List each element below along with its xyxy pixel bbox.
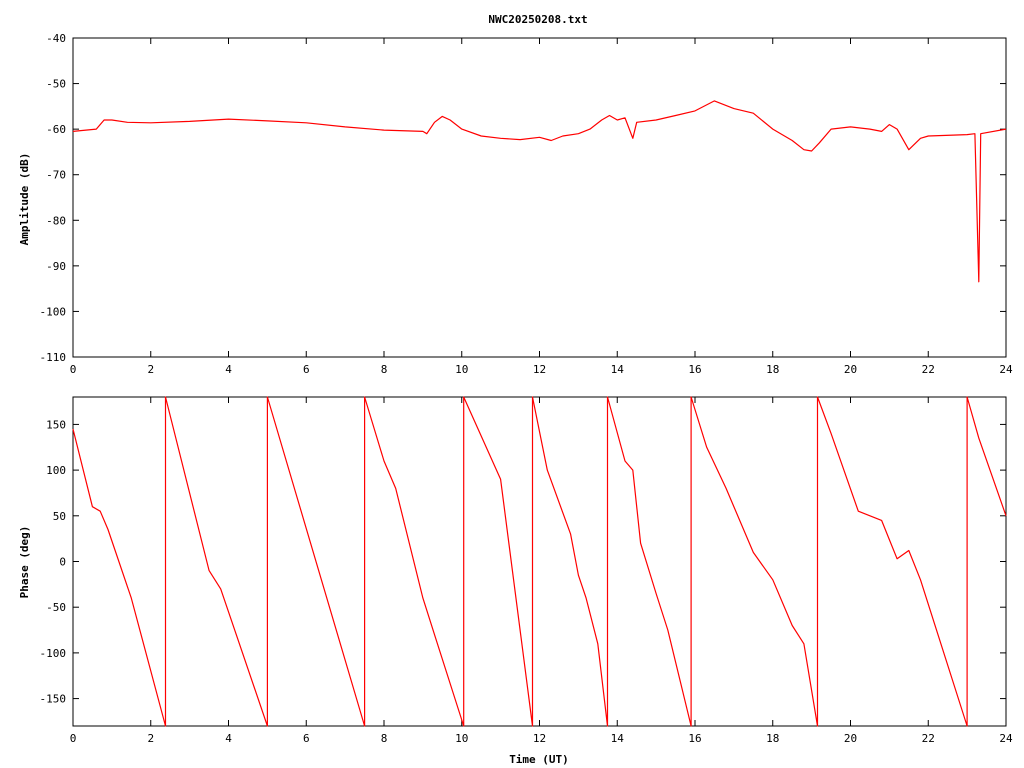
amplitude-x-tick-label: 12 — [533, 363, 546, 376]
amplitude-y-tick-label: -40 — [46, 32, 66, 45]
amplitude-y-tick-label: -60 — [46, 123, 66, 136]
chart-title: NWC20250208.txt — [488, 13, 587, 26]
amplitude-series-line — [72, 100, 1007, 283]
phase-y-tick-label: 0 — [59, 556, 66, 569]
amplitude-x-tick-label: 24 — [999, 363, 1013, 376]
phase-y-tick-label: 150 — [46, 418, 66, 431]
phase-y-tick-label: -50 — [46, 601, 66, 614]
amplitude-x-tick-label: 20 — [844, 363, 857, 376]
amplitude-y-axis-label: Amplitude (dB) — [18, 153, 31, 246]
phase-x-tick-label: 8 — [381, 732, 388, 745]
phase-x-tick-label: 6 — [303, 732, 310, 745]
phase-x-tick-label: 18 — [766, 732, 779, 745]
phase-x-tick-label: 16 — [688, 732, 701, 745]
phase-y-tick-label: -100 — [40, 647, 67, 660]
phase-x-tick-label: 2 — [147, 732, 154, 745]
phase-y-tick-label: 50 — [53, 510, 66, 523]
phase-x-tick-label: 0 — [70, 732, 77, 745]
phase-x-tick-label: 20 — [844, 732, 857, 745]
phase-x-tick-label: 12 — [533, 732, 546, 745]
amplitude-y-tick-label: -80 — [46, 214, 66, 227]
amplitude-x-tick-label: 22 — [922, 363, 935, 376]
phase-y-tick-label: 100 — [46, 464, 66, 477]
amplitude-x-tick-label: 6 — [303, 363, 310, 376]
amplitude-y-tick-label: -100 — [40, 305, 67, 318]
amplitude-y-tick-label: -70 — [46, 169, 66, 182]
x-axis-label: Time (UT) — [509, 753, 569, 766]
amplitude-x-tick-label: 10 — [455, 363, 468, 376]
amplitude-x-tick-label: 0 — [70, 363, 77, 376]
amplitude-x-tick-label: 16 — [688, 363, 701, 376]
amplitude-y-tick-label: -90 — [46, 260, 66, 273]
phase-x-tick-label: 14 — [611, 732, 625, 745]
phase-x-tick-label: 22 — [922, 732, 935, 745]
phase-x-tick-label: 24 — [999, 732, 1013, 745]
amplitude-y-tick-label: -110 — [40, 351, 67, 364]
amplitude-x-tick-label: 4 — [225, 363, 232, 376]
phase-y-tick-label: -150 — [40, 693, 67, 706]
phase-x-tick-label: 10 — [455, 732, 468, 745]
amplitude-y-tick-label: -50 — [46, 78, 66, 91]
phase-series-line — [72, 396, 1007, 727]
amplitude-x-tick-label: 2 — [147, 363, 154, 376]
phase-x-tick-label: 4 — [225, 732, 232, 745]
phase-y-axis-label: Phase (deg) — [18, 526, 31, 599]
amplitude-x-tick-label: 8 — [381, 363, 388, 376]
amplitude-x-tick-label: 18 — [766, 363, 779, 376]
amplitude-x-tick-label: 14 — [611, 363, 625, 376]
